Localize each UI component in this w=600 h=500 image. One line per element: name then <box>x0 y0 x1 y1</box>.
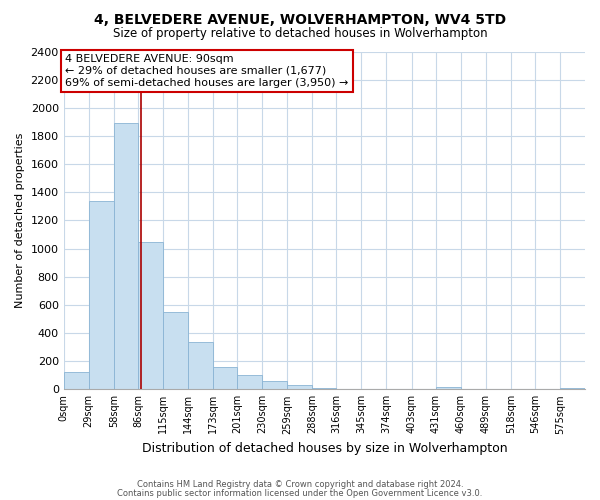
Bar <box>188 342 213 390</box>
Bar <box>213 367 237 390</box>
Bar <box>560 388 585 390</box>
Bar <box>262 381 287 390</box>
Bar <box>138 242 163 390</box>
Bar <box>64 372 89 390</box>
Bar <box>163 312 188 390</box>
Text: Contains HM Land Registry data © Crown copyright and database right 2024.: Contains HM Land Registry data © Crown c… <box>137 480 463 489</box>
Bar <box>337 388 361 390</box>
Bar <box>287 386 312 390</box>
Bar <box>114 124 138 390</box>
Bar <box>436 387 461 390</box>
Text: Contains public sector information licensed under the Open Government Licence v3: Contains public sector information licen… <box>118 489 482 498</box>
Text: 4 BELVEDERE AVENUE: 90sqm
← 29% of detached houses are smaller (1,677)
69% of se: 4 BELVEDERE AVENUE: 90sqm ← 29% of detac… <box>65 54 349 88</box>
Bar <box>89 200 114 390</box>
Bar <box>312 388 337 390</box>
Y-axis label: Number of detached properties: Number of detached properties <box>15 132 25 308</box>
Text: Size of property relative to detached houses in Wolverhampton: Size of property relative to detached ho… <box>113 28 487 40</box>
Text: 4, BELVEDERE AVENUE, WOLVERHAMPTON, WV4 5TD: 4, BELVEDERE AVENUE, WOLVERHAMPTON, WV4 … <box>94 12 506 26</box>
Bar <box>237 374 262 390</box>
X-axis label: Distribution of detached houses by size in Wolverhampton: Distribution of detached houses by size … <box>142 442 507 455</box>
